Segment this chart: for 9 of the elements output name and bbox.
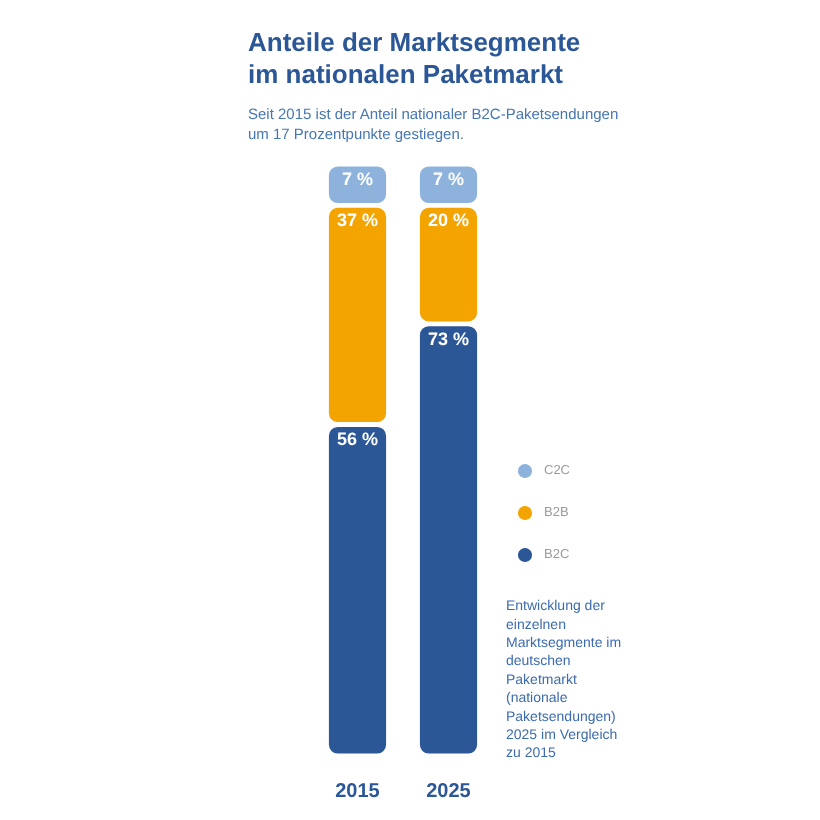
chart-title: Anteile der Marktsegmente im nationalen Paketmarkt [248,27,581,89]
data-label: 7 % [432,169,465,189]
data-label: 73 % [427,328,470,349]
data-label: 7 % [341,169,374,189]
x-tick-label: 2015 [335,781,381,803]
data-label: 56 % [336,429,379,450]
data-label: 20 % [427,210,470,231]
data-label: 37 % [336,210,379,231]
x-tick-label: 2025 [426,781,472,803]
